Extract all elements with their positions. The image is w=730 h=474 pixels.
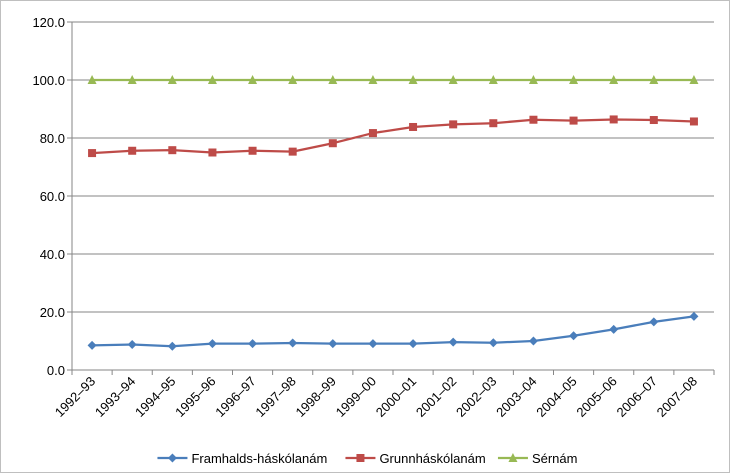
- x-tick-label: 2006–07: [614, 374, 660, 420]
- data-point: [88, 149, 97, 158]
- legend: Framhalds-háskólanám Grunnháskólanám Sérná…: [157, 451, 577, 466]
- data-point: [328, 139, 337, 148]
- x-tick-label: 1999–00: [333, 374, 379, 420]
- x-tick-labels: 1992–931993–941994–951995–961996–971997–…: [52, 374, 700, 420]
- data-point: [689, 117, 698, 126]
- data-point: [288, 147, 297, 156]
- data-point: [248, 146, 257, 155]
- x-tick-label: 2005–06: [573, 374, 619, 420]
- data-point: [649, 317, 659, 327]
- legend-label: Grunnháskólanám: [379, 451, 485, 466]
- series-1: [87, 311, 699, 351]
- x-tick-label: 2007–08: [654, 374, 700, 420]
- y-tick-label: 120.0: [32, 15, 65, 30]
- y-tick-label: 60.0: [40, 189, 65, 204]
- legend-marker: [356, 454, 365, 462]
- data-point: [288, 338, 298, 348]
- data-point: [649, 116, 658, 125]
- y-tick-label: 100.0: [32, 73, 65, 88]
- legend-marker: [167, 453, 177, 463]
- data-point: [368, 75, 378, 84]
- y-tick-label: 80.0: [40, 131, 65, 146]
- x-tick-label: 2004–05: [533, 374, 579, 420]
- data-point: [488, 338, 498, 348]
- legend-item: Sérnám: [497, 451, 578, 466]
- legend-item: Grunnháskólanám: [345, 451, 486, 466]
- data-point: [528, 336, 538, 346]
- data-point: [167, 341, 177, 351]
- data-point: [408, 339, 418, 349]
- x-tick-label: 1998–99: [293, 374, 339, 420]
- data-point: [609, 75, 619, 84]
- data-point: [649, 75, 659, 84]
- legend-label: Sérnám: [532, 451, 578, 466]
- data-point: [569, 116, 578, 125]
- x-tick-label: 1993–94: [92, 374, 138, 420]
- data-point: [207, 339, 217, 349]
- gridlines: [72, 21, 714, 313]
- data-point: [167, 75, 177, 84]
- data-point: [288, 75, 298, 84]
- data-point: [449, 120, 458, 129]
- data-point: [207, 75, 217, 84]
- data-point: [248, 339, 258, 349]
- y-tick-label: 40.0: [40, 247, 65, 262]
- data-point: [448, 337, 458, 347]
- y-tick-label: 20.0: [40, 305, 65, 320]
- x-tick-label: 1992–93: [52, 374, 98, 420]
- data-point: [409, 122, 418, 131]
- data-point: [489, 119, 498, 128]
- legend-item: Framhalds-háskólanám: [157, 451, 327, 466]
- x-tick-label: 2003–04: [493, 374, 539, 420]
- x-tick-label: 1995–96: [172, 374, 218, 420]
- x-tick-label: 2001–02: [413, 374, 459, 420]
- x-tick-label: 1997–98: [252, 374, 298, 420]
- data-point: [127, 339, 137, 349]
- data-point: [328, 339, 338, 349]
- data-point: [368, 339, 378, 349]
- data-point: [168, 146, 177, 155]
- data-point: [529, 115, 538, 124]
- data-point: [528, 75, 538, 84]
- data-point: [609, 115, 618, 124]
- data-point: [248, 75, 258, 84]
- data-point: [328, 75, 338, 84]
- data-point: [127, 75, 137, 84]
- x-tick-label: 1996–97: [212, 374, 258, 420]
- data-point: [448, 75, 458, 84]
- x-tick-label: 2000–01: [373, 374, 419, 420]
- data-point: [609, 324, 619, 334]
- data-point: [368, 129, 377, 138]
- series-3: [87, 75, 699, 84]
- data-point: [689, 311, 699, 321]
- legend-label: Framhalds-háskólanám: [191, 451, 327, 466]
- data-point: [128, 146, 137, 155]
- y-tick-label: 0.0: [47, 363, 65, 378]
- data-point: [569, 75, 579, 84]
- data-point: [208, 148, 217, 157]
- data-point: [87, 340, 97, 350]
- series-line: [92, 315, 695, 348]
- data-point: [569, 331, 579, 341]
- axes: [67, 21, 715, 375]
- x-tick-label: 2002–03: [453, 374, 499, 420]
- y-tick-labels: 0.0 20.0 40.0 60.0 80.0 100.0 120.0: [32, 15, 65, 378]
- series-2: [88, 115, 698, 158]
- data-point: [488, 75, 498, 84]
- series-group: [87, 75, 699, 351]
- series-line: [91, 118, 694, 155]
- data-point: [689, 75, 699, 84]
- data-point: [87, 75, 97, 84]
- x-tick-label: 1994–95: [132, 374, 178, 420]
- legend-marker: [508, 453, 518, 462]
- data-point: [408, 75, 418, 84]
